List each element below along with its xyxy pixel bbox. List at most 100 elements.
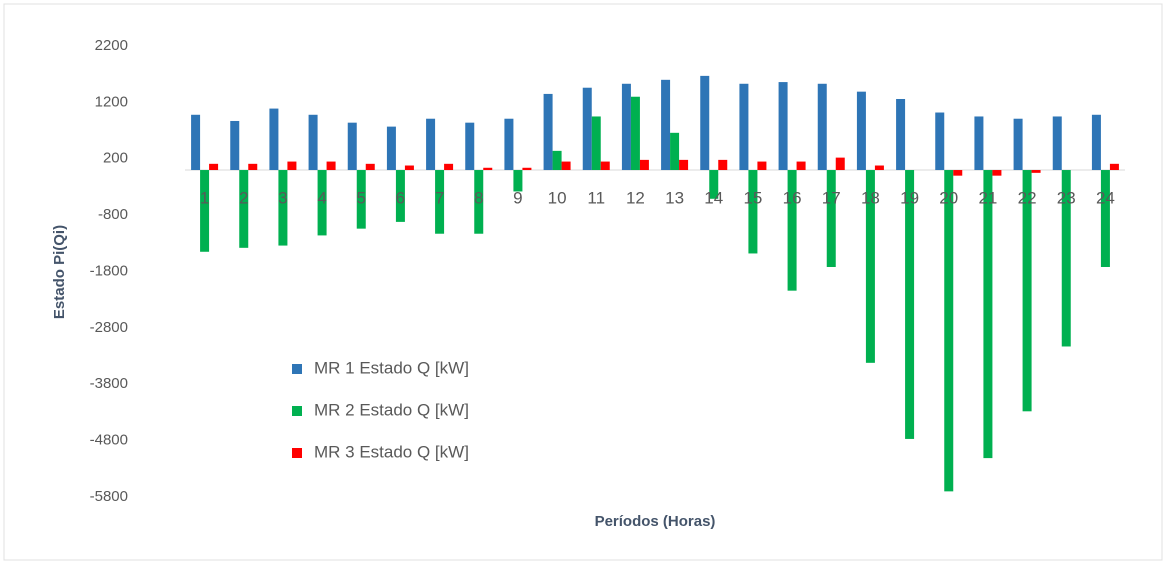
legend-label: MR 3 Estado Q [kW] [314,442,469,461]
bar [796,161,806,171]
bar [347,122,357,171]
x-tick-label: 13 [665,189,684,208]
bar [621,83,631,171]
bar [787,170,797,291]
bar [709,170,719,199]
legend-swatch [292,406,302,416]
bar [874,165,884,171]
x-tick-label: 15 [743,189,762,208]
x-tick-label: 19 [900,189,919,208]
bar [287,161,297,171]
bar [395,170,405,222]
bar [1100,170,1110,267]
bar [1022,170,1032,412]
bar [209,163,219,171]
bar [700,75,710,171]
y-tick-label: 1200 [95,93,128,110]
legend-label: MR 2 Estado Q [kW] [314,400,469,419]
bar [326,161,336,171]
bar [1109,163,1119,171]
y-tick-label: -4800 [90,432,128,449]
bar [670,132,680,171]
y-tick-label: 200 [103,150,128,167]
bar [513,170,523,192]
bar [504,118,514,171]
bar [600,161,610,171]
bar [435,170,445,234]
bar [474,170,484,234]
x-tick-label: 17 [822,189,841,208]
bar [278,170,288,246]
bar [426,118,436,171]
x-tick-label: 7 [435,189,444,208]
bar [386,126,396,171]
bar [974,116,984,171]
x-tick-label: 12 [626,189,645,208]
bar [778,82,788,171]
x-tick-label: 9 [513,189,522,208]
x-tick-label: 22 [1018,189,1037,208]
x-tick-label: 18 [861,189,880,208]
bar [543,93,553,171]
bar [552,150,562,171]
bar [365,163,375,171]
x-tick-label: 20 [939,189,958,208]
bar [1061,170,1071,347]
bar [1031,170,1041,173]
bar [757,161,767,171]
legend-label: MR 1 Estado Q [kW] [314,358,469,377]
x-tick-label: 2 [239,189,248,208]
x-tick-label: 11 [587,189,605,208]
x-tick-label: 14 [704,189,723,208]
bar [269,108,279,171]
x-tick-label: 1 [200,189,209,208]
bar [444,163,454,171]
y-tick-label: -1800 [90,262,128,279]
x-tick-label: 24 [1096,189,1115,208]
bar [561,161,571,171]
x-tick-label: 3 [278,189,287,208]
bar [1013,118,1023,171]
bar [404,165,414,171]
bar [230,120,240,171]
y-axis-title: Estado Pi(Qi) [51,225,68,319]
x-tick-label: 23 [1057,189,1076,208]
bar [582,87,592,171]
legend-swatch [292,448,302,458]
bar [896,98,906,171]
bar [356,170,366,229]
x-tick-label: 16 [783,189,802,208]
bar [748,170,758,254]
bar [200,170,210,252]
bar [248,163,258,171]
x-tick-label: 8 [474,189,483,208]
bar [630,96,640,171]
bar [835,157,845,171]
y-tick-label: -3800 [90,375,128,392]
bar [826,170,836,267]
bar [317,170,327,236]
bar [639,159,649,171]
bar [856,91,866,171]
bar [308,114,318,171]
y-tick-label: -5800 [90,488,128,505]
x-tick-label: 5 [357,189,366,208]
x-axis-title: Períodos (Horas) [595,513,716,530]
x-tick-label: 4 [317,189,326,208]
bar [679,159,689,171]
bar [905,170,915,439]
bar [191,114,201,171]
x-tick-label: 21 [978,189,997,208]
legend-swatch [292,364,302,374]
bar [661,79,671,171]
bar [1052,116,1062,171]
x-tick-label: 10 [548,189,567,208]
bar [483,167,493,171]
bar [817,83,827,171]
bar [944,170,954,492]
bar [718,159,728,171]
x-tick-label: 6 [396,189,405,208]
bar [522,167,532,171]
bar [239,170,249,248]
